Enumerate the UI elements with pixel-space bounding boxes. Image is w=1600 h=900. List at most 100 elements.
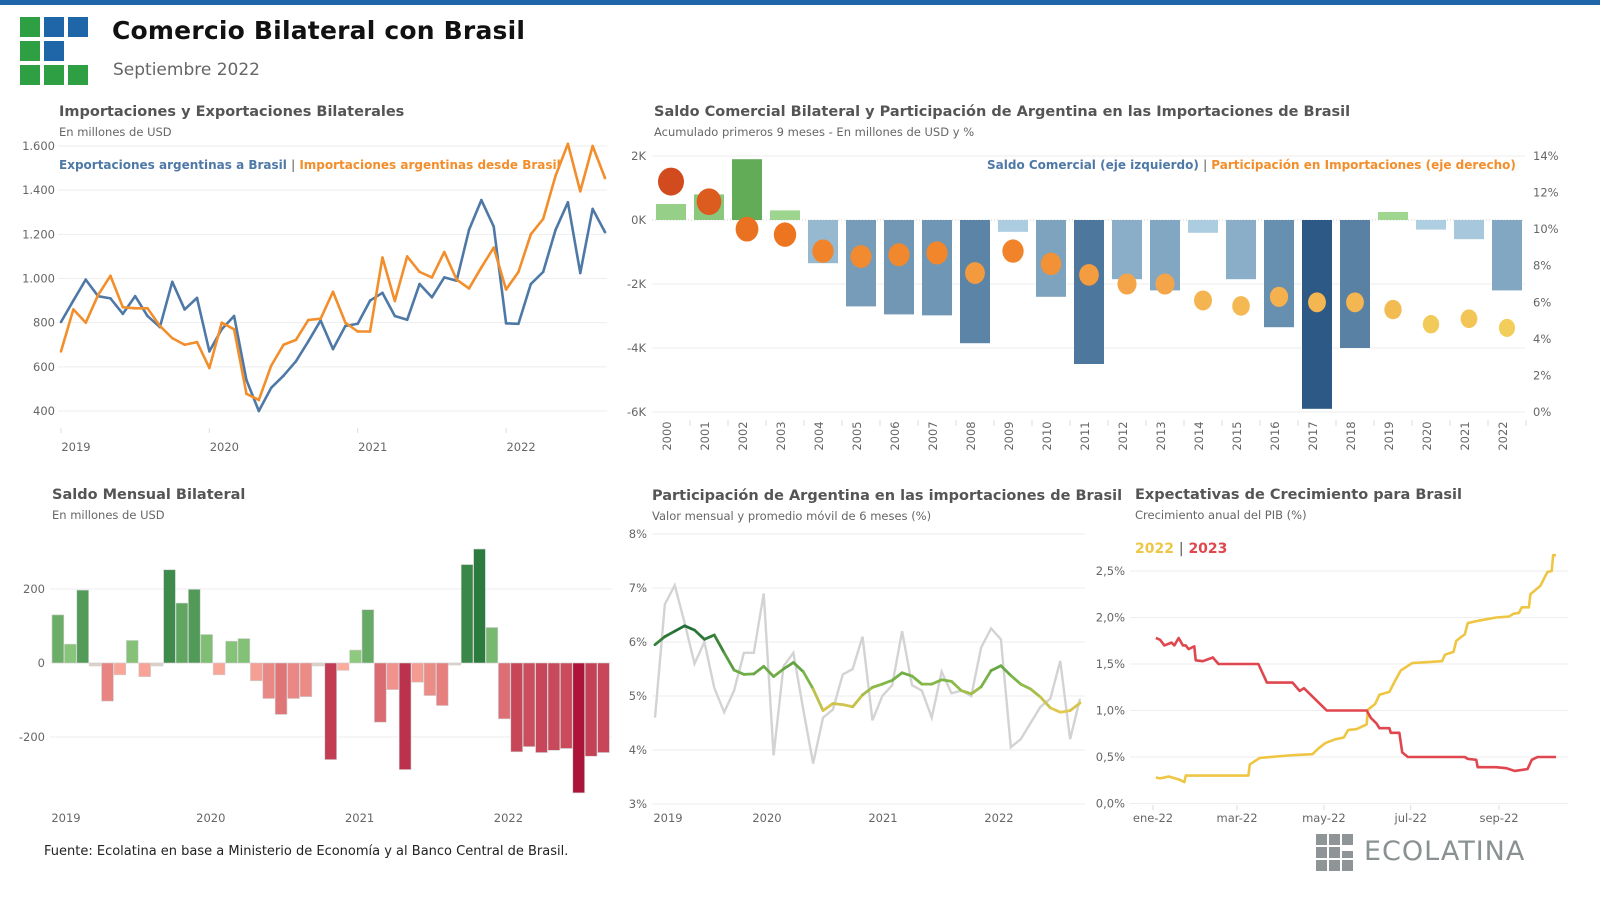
- imports-point: [84, 321, 88, 324]
- imports-point: [282, 343, 285, 347]
- monthly-balance-bar: [237, 638, 251, 664]
- exports-point: [368, 299, 372, 302]
- import-share-dot: [1269, 286, 1289, 307]
- imports-point: [517, 270, 520, 274]
- x-tick-label: 2022: [494, 811, 523, 825]
- import-share-dot: [1079, 264, 1099, 286]
- year-label: 2006: [888, 421, 902, 450]
- monthly-chart: -200 0 200 2019 2020 2021 2022: [19, 548, 612, 825]
- moving-average-segment: [1029, 687, 1042, 699]
- moving-average-segment: [989, 664, 1003, 673]
- exports-point: [541, 270, 545, 274]
- exports-point: [72, 299, 75, 302]
- exports-point: [591, 207, 594, 211]
- brand-square: [1316, 860, 1327, 871]
- trade-chart: 400 600 800 1.000 1.200 1.400 1.600 2019 2020 202…: [22, 139, 607, 454]
- monthly-balance-bar: [411, 662, 424, 683]
- year-label: 2009: [1002, 421, 1016, 450]
- monthly-balance-bar: [510, 662, 523, 753]
- brand-square: [1316, 847, 1327, 858]
- growth-line-2022: [1155, 553, 1556, 784]
- year-label: 2017: [1306, 421, 1320, 450]
- monthly-balance-bar: [138, 662, 151, 677]
- exports-point: [356, 322, 360, 326]
- import-share-dot: [1384, 299, 1402, 320]
- imports-point: [356, 330, 360, 333]
- annual-chart: -6K -4K -2K 0K 2K 0% 2% 4% 6% 8% 10% 12% 14% 2000 2001…: [627, 149, 1559, 451]
- moving-average-segment: [831, 702, 845, 707]
- moving-average-segment: [722, 651, 736, 672]
- exports-point: [393, 314, 397, 318]
- exports-point: [282, 374, 285, 377]
- monthly-balance-bar: [76, 589, 89, 664]
- import-share-dot: [1002, 239, 1024, 263]
- x-tick-label: mar-22: [1217, 811, 1258, 825]
- imports-point: [232, 327, 236, 331]
- brand-square: [1329, 834, 1340, 845]
- brand-wordmark: ECOLATINA: [1364, 836, 1526, 867]
- moving-average-segment: [851, 693, 864, 709]
- moving-average-segment: [999, 664, 1013, 677]
- legend-2022: 2022: [1135, 541, 1174, 557]
- monthly-balance-bar: [175, 602, 189, 664]
- legend-separator: |: [1178, 541, 1184, 557]
- trade-legend: Exportaciones argentinas a Brasil | Impo…: [59, 158, 561, 172]
- monthly-balance-bar: [51, 614, 65, 664]
- balance-bar: [1378, 212, 1408, 220]
- y-tick-label: 1.400: [22, 183, 55, 197]
- share-chart-title: Participación de Argentina en las import…: [652, 488, 1123, 504]
- import-share-dot: [926, 241, 948, 265]
- logo-square: [20, 41, 40, 61]
- import-share-dot: [1498, 318, 1516, 337]
- balance-bar: [1188, 220, 1218, 233]
- import-share-dot: [735, 216, 759, 242]
- monthly-balance-bar: [88, 662, 102, 667]
- imports-point: [603, 176, 607, 180]
- x-tick-label: 2021: [868, 811, 897, 825]
- exports-point: [269, 386, 273, 390]
- imports-point: [133, 307, 137, 310]
- moving-average-segment: [1039, 695, 1052, 710]
- monthly-balance-bar: [250, 662, 263, 682]
- imports-point: [344, 321, 347, 324]
- year-label: 2007: [926, 421, 940, 450]
- moving-average-segment: [1058, 709, 1072, 714]
- imports-point: [467, 287, 471, 290]
- monthly-balance-bar: [336, 662, 350, 671]
- moving-average-segment: [979, 669, 993, 689]
- imports-point: [294, 338, 298, 342]
- moving-average-segment: [772, 667, 785, 678]
- exports-point: [84, 278, 88, 281]
- import-share-dot: [1346, 292, 1364, 313]
- import-share-dot: [1308, 292, 1326, 313]
- right-axis-tick-label: 10%: [1533, 222, 1559, 236]
- logo-square: [44, 65, 64, 85]
- monthly-balance-bar: [460, 564, 474, 664]
- y-tick-label: 200: [23, 582, 45, 596]
- exports-point: [146, 314, 149, 318]
- moving-average-segment: [663, 629, 677, 638]
- monthly-balance-bar: [386, 662, 399, 690]
- brand-square: [1342, 860, 1353, 871]
- y-tick-label: 1.600: [22, 139, 55, 153]
- moving-average-segment: [791, 661, 805, 674]
- moving-average-segment: [703, 633, 716, 641]
- right-axis-tick-label: 4%: [1533, 332, 1551, 346]
- balance-bar: [1112, 220, 1142, 280]
- exports-point: [344, 324, 347, 328]
- monthly-balance-bar: [572, 662, 585, 794]
- balance-bar: [884, 220, 914, 315]
- monthly-balance-bar: [262, 662, 275, 699]
- imports-point: [430, 276, 434, 279]
- x-tick-label: 2020: [752, 811, 781, 825]
- monthly-balance-bar: [299, 662, 313, 697]
- imports-point: [331, 290, 335, 294]
- balance-bar: [1302, 220, 1332, 409]
- left-axis-tick-label: -2K: [627, 277, 646, 291]
- imports-point: [455, 278, 458, 281]
- moving-average-segment: [762, 664, 776, 678]
- imports-point: [504, 288, 508, 291]
- monthly-balance-bar: [225, 640, 238, 664]
- legend-separator: |: [291, 158, 296, 172]
- moving-average-segment: [959, 689, 973, 696]
